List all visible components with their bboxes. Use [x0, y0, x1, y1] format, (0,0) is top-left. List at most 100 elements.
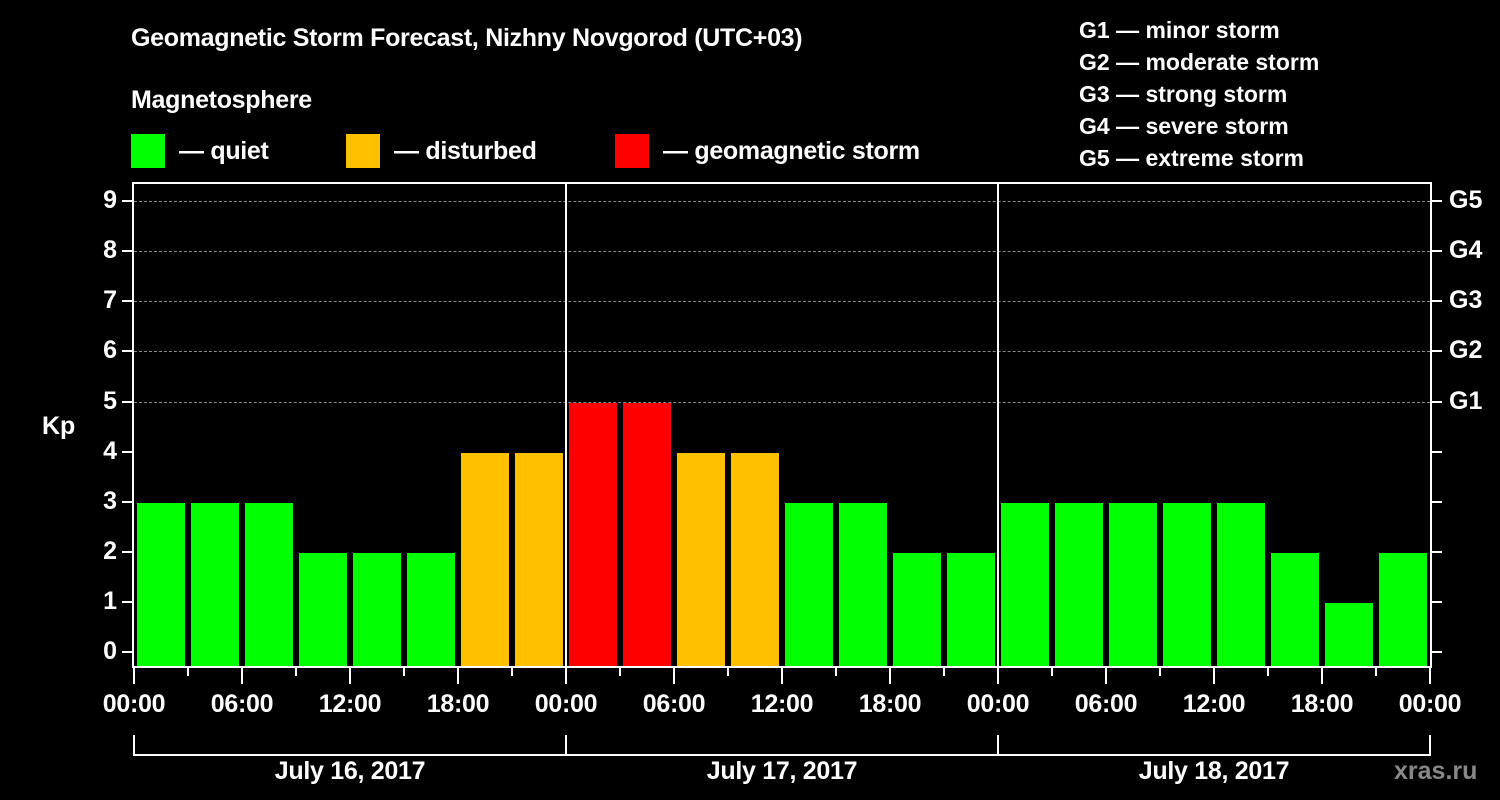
kp-bar-quiet — [839, 502, 887, 667]
kp-bar-quiet — [1109, 502, 1157, 667]
date-bracket — [998, 754, 1430, 756]
g-scale-legend: G1 — minor storm G2 — moderate storm G3 … — [1079, 14, 1319, 174]
y-tick — [122, 250, 132, 253]
y-tick — [122, 450, 132, 453]
kp-bar-storm — [623, 402, 671, 667]
x-tick — [673, 668, 675, 684]
g-level-label: G5 — [1449, 186, 1483, 215]
x-tick-label: 18:00 — [1290, 690, 1354, 718]
x-tick — [1267, 668, 1269, 676]
y-tick-label: 4 — [103, 436, 117, 465]
y-tick-right — [1432, 450, 1442, 453]
gridline — [134, 251, 1430, 253]
x-tick — [619, 668, 621, 676]
x-tick-label: 06:00 — [642, 690, 706, 718]
x-tick-label: 06:00 — [1074, 690, 1138, 718]
legend-item-storm: — geomagnetic storm — [615, 134, 920, 168]
y-tick-right — [1432, 550, 1442, 553]
date-bracket — [566, 754, 998, 756]
legend-label-disturbed: — disturbed — [394, 136, 537, 165]
x-tick-label: 06:00 — [210, 690, 274, 718]
x-tick — [511, 668, 513, 676]
gridline — [134, 301, 1430, 303]
kp-bar-quiet — [1163, 502, 1211, 667]
x-tick — [295, 668, 297, 676]
legend-label-quiet: — quiet — [179, 136, 269, 165]
x-tick — [943, 668, 945, 676]
plot-frame — [132, 182, 1432, 668]
y-tick-label: 3 — [103, 486, 117, 515]
x-tick — [403, 668, 405, 676]
x-tick — [889, 668, 891, 684]
x-tick — [1429, 668, 1431, 684]
credit-watermark: xras.ru — [1394, 757, 1478, 785]
x-tick-label: 00:00 — [1398, 690, 1462, 718]
y-tick-label: 8 — [103, 236, 117, 265]
x-tick — [835, 668, 837, 676]
kp-bar-storm — [569, 402, 617, 667]
kp-bar-quiet — [137, 502, 185, 667]
g-level-label: G2 — [1449, 336, 1483, 365]
x-tick-label: 00:00 — [966, 690, 1030, 718]
y-tick-right — [1432, 651, 1442, 653]
kp-bar-disturbed — [461, 452, 509, 667]
y-tick-right — [1432, 350, 1442, 353]
y-tick-label: 9 — [103, 186, 117, 215]
y-tick-right — [1432, 600, 1442, 603]
legend-item-quiet: — quiet — [131, 134, 269, 168]
x-tick-label: 12:00 — [318, 690, 382, 718]
date-bracket-tick — [565, 735, 567, 756]
y-tick-right — [1432, 500, 1442, 503]
x-tick — [1159, 668, 1161, 676]
kp-bar-disturbed — [677, 452, 725, 667]
date-bracket-tick — [133, 735, 135, 756]
date-label: July 17, 2017 — [706, 757, 858, 785]
x-tick — [187, 668, 189, 676]
x-tick-label: 18:00 — [426, 690, 490, 718]
date-bracket — [134, 754, 566, 756]
y-tick-label: 6 — [103, 336, 117, 365]
y-tick-right — [1432, 300, 1442, 303]
chart-title: Geomagnetic Storm Forecast, Nizhny Novgo… — [131, 24, 803, 52]
y-tick — [122, 550, 132, 553]
x-tick — [1321, 668, 1323, 684]
kp-bar-quiet — [1379, 552, 1427, 667]
kp-bar-quiet — [947, 552, 995, 667]
kp-bar-disturbed — [731, 452, 779, 667]
kp-bar-quiet — [245, 502, 293, 667]
y-tick — [122, 400, 132, 403]
x-tick — [1105, 668, 1107, 684]
x-tick-label: 12:00 — [750, 690, 814, 718]
gridline — [134, 401, 1430, 403]
kp-bar-quiet — [893, 552, 941, 667]
kp-bar-quiet — [191, 502, 239, 667]
y-tick-label: 0 — [103, 637, 117, 665]
date-label: July 16, 2017 — [274, 757, 426, 785]
x-tick — [133, 668, 135, 684]
kp-bar-quiet — [1271, 552, 1319, 667]
y-tick-label: 1 — [103, 586, 117, 615]
g-level-label: G3 — [1449, 286, 1483, 315]
x-tick-label: 00:00 — [534, 690, 598, 718]
kp-bar-quiet — [1217, 502, 1265, 667]
y-tick-label: 2 — [103, 536, 117, 565]
y-tick-right — [1432, 250, 1442, 253]
day-separator — [565, 182, 567, 668]
y-tick — [122, 300, 132, 303]
y-tick — [122, 500, 132, 503]
legend-item-disturbed: — disturbed — [346, 134, 537, 168]
g-level-label: G4 — [1449, 236, 1483, 265]
kp-bar-disturbed — [515, 452, 563, 667]
g-level-label: G1 — [1449, 386, 1483, 415]
x-tick — [1213, 668, 1215, 684]
kp-bar-quiet — [299, 552, 347, 667]
y-tick — [122, 200, 132, 203]
g-scale-item: G1 — minor storm — [1079, 17, 1280, 43]
x-tick-label: 18:00 — [858, 690, 922, 718]
day-separator — [997, 182, 999, 668]
g-scale-item: G2 — moderate storm — [1079, 49, 1320, 75]
x-tick — [565, 668, 567, 684]
legend-label-storm: — geomagnetic storm — [663, 136, 920, 165]
x-tick — [997, 668, 999, 684]
y-tick-label: 5 — [103, 386, 117, 415]
